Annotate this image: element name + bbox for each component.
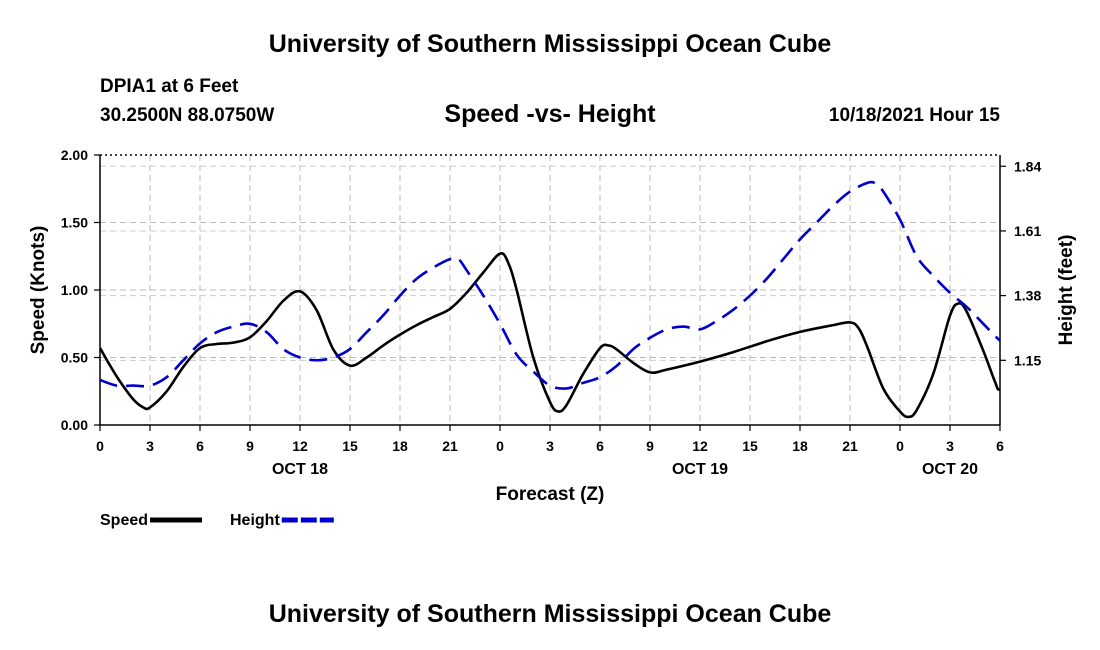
x-tick-label: 6	[596, 438, 604, 454]
x-tick-label: 6	[996, 438, 1004, 454]
y-tick-label-right: 1.15	[1014, 352, 1041, 368]
footer-title: University of Southern Mississippi Ocean…	[268, 600, 832, 628]
legend-label-height: Height	[230, 512, 280, 529]
station-coordinates: 30.2500N 88.0750W	[100, 105, 275, 126]
main-title: University of Southern Mississippi Ocean…	[268, 30, 832, 58]
legend-label-speed: Speed	[100, 512, 148, 529]
x-axis-title: Forecast (Z)	[496, 484, 605, 505]
station-label: DPIA1 at 6 Feet	[100, 76, 239, 97]
y-tick-label-right: 1.84	[1014, 158, 1041, 174]
x-tick-label: 9	[246, 438, 254, 454]
y-tick-label-left: 0.50	[61, 350, 88, 366]
x-tick-label: 3	[946, 438, 954, 454]
y-tick-label-left: 2.00	[61, 147, 88, 163]
x-tick-label: 12	[292, 438, 308, 454]
date-label: OCT 19	[672, 461, 728, 478]
y-tick-label-right: 1.61	[1014, 223, 1041, 239]
y-axis-title-right: Height (feet)	[1056, 235, 1077, 346]
y-axis-title-left: Speed (Knots)	[28, 226, 49, 355]
x-tick-label: 3	[146, 438, 154, 454]
x-tick-label: 15	[342, 438, 358, 454]
series-line-height	[100, 180, 1000, 390]
y-tick-label-left: 1.00	[61, 282, 88, 298]
y-tick-label-left: 1.50	[61, 215, 88, 231]
x-tick-label: 0	[496, 438, 504, 454]
x-tick-label: 15	[742, 438, 758, 454]
y-tick-label-left: 0.00	[61, 417, 88, 433]
date-label: OCT 20	[922, 461, 978, 478]
chart-subtitle: Speed -vs- Height	[444, 100, 656, 128]
date-label: OCT 18	[272, 461, 328, 478]
x-tick-label: 18	[792, 438, 808, 454]
x-tick-label: 12	[692, 438, 708, 454]
y-tick-label-right: 1.38	[1014, 288, 1041, 304]
x-tick-label: 21	[842, 438, 858, 454]
x-tick-label: 3	[546, 438, 554, 454]
x-tick-label: 0	[896, 438, 904, 454]
x-tick-label: 6	[196, 438, 204, 454]
x-tick-label: 18	[392, 438, 408, 454]
series-line-speed	[100, 252, 1000, 419]
x-tick-label: 9	[646, 438, 654, 454]
forecast-datetime: 10/18/2021 Hour 15	[828, 105, 1000, 126]
x-tick-label: 0	[96, 438, 104, 454]
x-tick-label: 21	[442, 438, 458, 454]
